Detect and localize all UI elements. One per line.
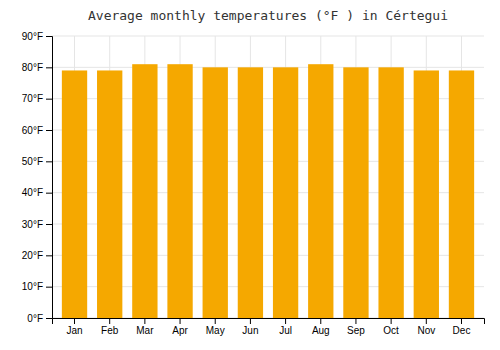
y-tick-mark <box>46 193 52 194</box>
x-tick: Jan <box>66 318 82 336</box>
x-tick-label: Mar <box>136 325 154 336</box>
y-tick: 50°F <box>22 156 52 167</box>
y-tick-mark <box>46 36 52 37</box>
y-tick: 0°F <box>27 313 52 324</box>
x-tick: Jul <box>279 318 292 336</box>
y-tick-label: 70°F <box>22 93 43 104</box>
bar <box>97 70 122 318</box>
bar <box>167 64 192 318</box>
bar <box>414 70 439 318</box>
y-tick-mark <box>46 161 52 162</box>
y-tick-mark <box>46 99 52 100</box>
x-tick-label: Jan <box>66 325 82 336</box>
y-tick: 70°F <box>22 93 52 104</box>
x-tick-mark <box>426 318 427 324</box>
y-grid-line <box>52 36 484 37</box>
y-tick-mark <box>46 255 52 256</box>
bar <box>378 67 403 318</box>
x-tick-label: Jun <box>242 325 258 336</box>
y-tick-mark <box>46 224 52 225</box>
y-tick-label: 30°F <box>22 219 43 230</box>
y-tick-label: 40°F <box>22 187 43 198</box>
y-tick-label: 50°F <box>22 156 43 167</box>
y-grid-line <box>52 67 484 68</box>
bar <box>132 64 157 318</box>
x-tick-label: Aug <box>312 325 330 336</box>
x-tick-mark <box>109 318 110 324</box>
y-tick-label: 90°F <box>22 31 43 42</box>
x-tick-mark <box>215 318 216 324</box>
x-tick: Feb <box>101 318 119 336</box>
y-tick-label: 20°F <box>22 250 43 261</box>
x-tick: Aug <box>312 318 330 336</box>
x-tick-label: Apr <box>172 325 188 336</box>
bar <box>273 67 298 318</box>
y-tick-label: 60°F <box>22 125 43 136</box>
x-tick-mark <box>320 318 321 324</box>
x-tick-mark <box>391 318 392 324</box>
y-tick: 30°F <box>22 219 52 230</box>
bar <box>203 67 228 318</box>
grid <box>52 36 484 318</box>
x-axis-line <box>53 319 485 325</box>
x-tick-mark <box>250 318 251 324</box>
x-tick: Nov <box>417 318 435 336</box>
x-tick-label: May <box>206 325 225 336</box>
x-tick-label: Sep <box>347 325 365 336</box>
title: Average monthly temperatures (°F ) in Cé… <box>88 8 448 23</box>
x-tick-mark <box>180 318 181 324</box>
x-tick-mark <box>144 318 145 324</box>
bar <box>343 67 368 318</box>
y-tick: 90°F <box>22 31 52 42</box>
y-tick-mark <box>46 287 52 288</box>
y-tick: 80°F <box>22 62 52 73</box>
y-axis-line <box>46 37 53 319</box>
x-tick: Dec <box>453 318 471 336</box>
x-tick-label: Jul <box>279 325 292 336</box>
y-tick: 20°F <box>22 250 52 261</box>
y-tick-mark <box>46 130 52 131</box>
y-tick-mark <box>46 67 52 68</box>
bars <box>62 64 474 318</box>
y-tick: 10°F <box>22 281 52 292</box>
x-tick: Jun <box>242 318 258 336</box>
x-axis: Jan Feb Mar Apr May Jun Jul Aug Sep Oct Nov Dec <box>53 318 485 336</box>
bar <box>238 67 263 318</box>
x-tick-mark <box>461 318 462 324</box>
x-tick-label: Oct <box>383 325 399 336</box>
y-tick: 60°F <box>22 125 52 136</box>
x-tick-mark <box>355 318 356 324</box>
x-tick-mark <box>285 318 286 324</box>
x-tick-label: Nov <box>417 325 435 336</box>
x-tick-label: Dec <box>453 325 471 336</box>
x-tick-label: Feb <box>101 325 119 336</box>
bar <box>449 70 474 318</box>
x-tick: Oct <box>383 318 399 336</box>
x-tick: Apr <box>172 318 188 336</box>
x-tick-mark <box>74 318 75 324</box>
y-tick-mark <box>46 318 52 319</box>
bar <box>308 64 333 318</box>
y-axis: 0°F 10°F 20°F 30°F 40°F 50°F 60°F 70°F 80°F 90°F <box>22 31 53 324</box>
chart: 0°F 10°F 20°F 30°F 40°F 50°F 60°F 70°F 80°F 90°F J… <box>0 0 500 350</box>
bar <box>62 70 87 318</box>
x-tick: Sep <box>347 318 365 336</box>
x-tick: May <box>206 318 225 336</box>
y-tick-label: 0°F <box>27 313 43 324</box>
y-tick-label: 80°F <box>22 62 43 73</box>
x-tick: Mar <box>136 318 154 336</box>
y-tick: 40°F <box>22 187 52 198</box>
y-tick-label: 10°F <box>22 281 43 292</box>
